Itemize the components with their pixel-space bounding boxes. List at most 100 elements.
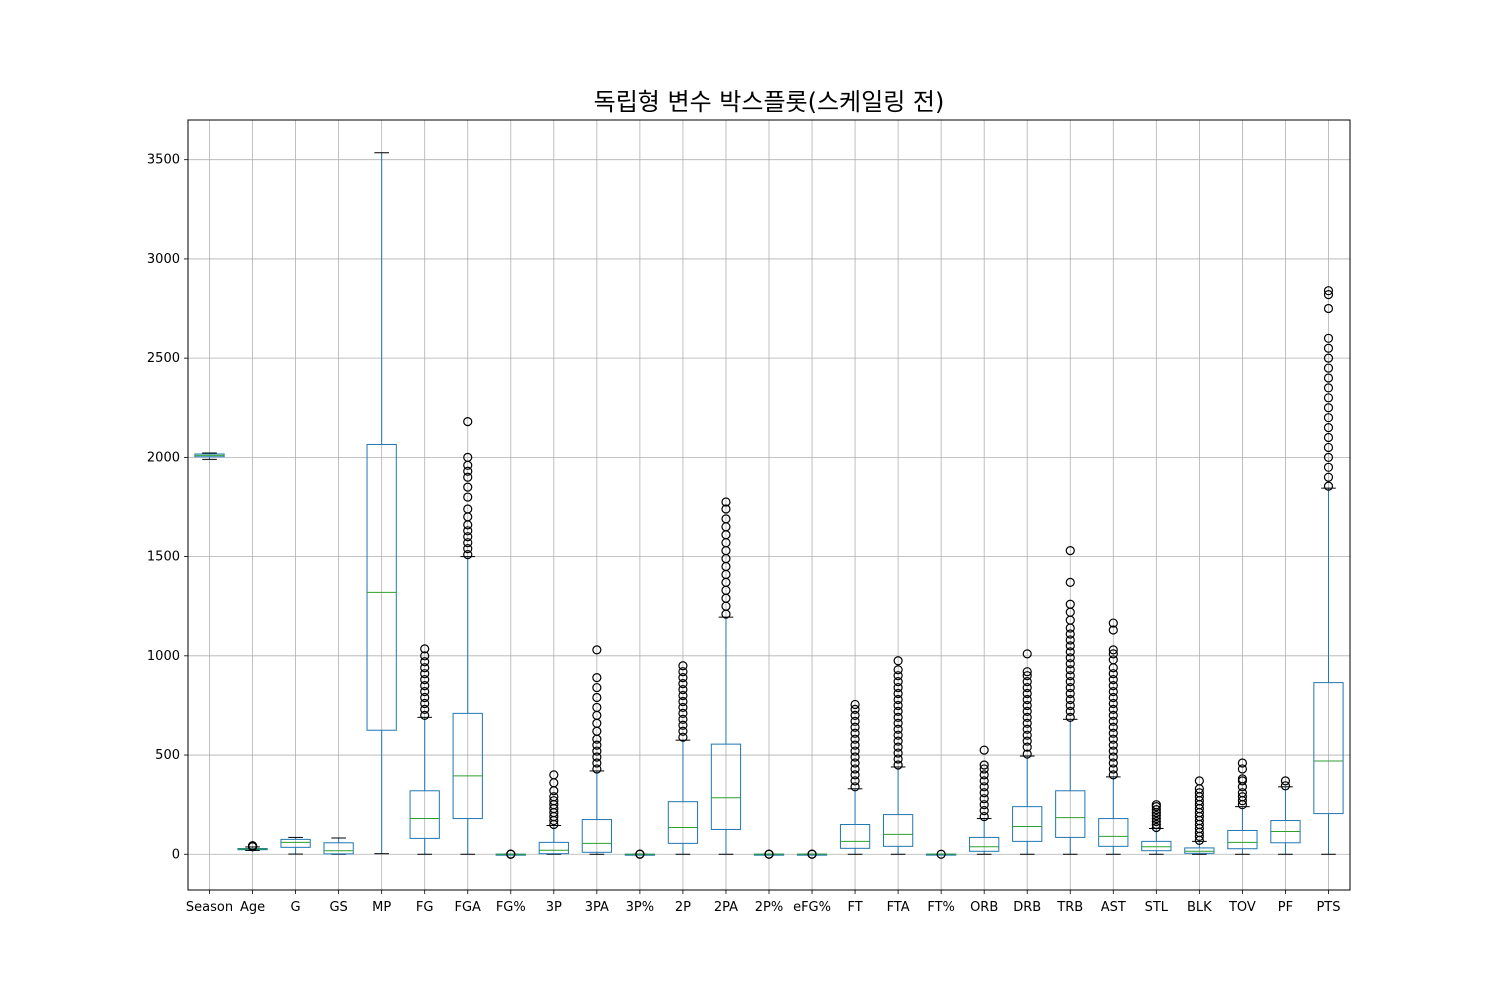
- outlier-point: [1323, 373, 1334, 383]
- outlier-point: [1323, 290, 1334, 300]
- outlier-point: [463, 504, 473, 514]
- outlier-point: [1022, 667, 1032, 677]
- outlier-point: [1323, 462, 1334, 472]
- box-body: [366, 443, 397, 731]
- box-body: [969, 836, 1000, 852]
- outlier-point: [420, 680, 430, 691]
- y-tick-label: 500: [155, 748, 180, 763]
- box-body: [667, 801, 699, 844]
- outlier-point: [1108, 752, 1118, 762]
- x-tick-label: DRB: [1013, 900, 1041, 915]
- outlier-point: [1280, 776, 1291, 786]
- outlier-point: [463, 532, 473, 542]
- outlier-point: [463, 466, 473, 476]
- outlier-point: [1323, 432, 1334, 443]
- outlier-point: [1108, 698, 1118, 709]
- outlier-point: [893, 754, 903, 764]
- outlier-point: [1065, 694, 1075, 705]
- outlier-point: [1108, 649, 1118, 659]
- outlier-point: [678, 667, 688, 677]
- x-tick-label: FT%: [927, 900, 955, 915]
- box-orb: [969, 745, 1000, 855]
- x-tick-label: PF: [1278, 900, 1293, 915]
- outlier-point: [1108, 686, 1118, 697]
- outlier-point: [893, 736, 903, 746]
- y-tick-label: 1500: [147, 550, 180, 565]
- outlier-point: [1022, 700, 1032, 711]
- outlier-point: [893, 677, 903, 687]
- outlier-point: [1108, 618, 1118, 628]
- outlier-point: [592, 682, 602, 693]
- box-body: [409, 790, 440, 839]
- outlier-point: [1323, 481, 1334, 491]
- x-tick-label: 2P%: [755, 900, 783, 915]
- outlier-point: [1108, 710, 1118, 720]
- outlier-point: [1237, 758, 1248, 768]
- outlier-point: [1065, 653, 1075, 663]
- y-tick-label: 3500: [147, 153, 180, 168]
- outlier-point: [850, 710, 860, 720]
- x-tick-label: FG%: [496, 900, 526, 915]
- box-body: [1012, 806, 1043, 842]
- outlier-point: [463, 482, 473, 492]
- outlier-point: [1108, 675, 1118, 685]
- outlier-point: [1065, 682, 1075, 693]
- outlier-point: [721, 497, 731, 507]
- outlier-point: [1108, 722, 1118, 732]
- outlier-point: [1022, 682, 1032, 693]
- outlier-point: [678, 696, 688, 707]
- outlier-point: [592, 764, 602, 774]
- outlier-point: [721, 504, 731, 514]
- outlier-point: [893, 700, 903, 711]
- box-age: [237, 841, 268, 852]
- outlier-point: [1323, 286, 1334, 296]
- x-tick-label: 3P: [546, 900, 562, 915]
- outlier-point: [678, 661, 688, 671]
- outlier-point: [506, 849, 516, 859]
- outlier-point: [1065, 677, 1075, 687]
- outlier-point: [1323, 403, 1334, 413]
- outlier-point: [1151, 819, 1161, 830]
- box-series: [194, 152, 1344, 859]
- outlier-point: [420, 657, 430, 667]
- outlier-point: [893, 712, 903, 722]
- outlier-point: [1323, 452, 1334, 462]
- box-fta: [882, 656, 914, 855]
- outlier-point: [678, 708, 688, 718]
- box-gs: [323, 837, 354, 855]
- outlier-point: [678, 684, 688, 695]
- outlier-point: [678, 726, 688, 736]
- outlier-point: [979, 788, 989, 798]
- outlier-point: [678, 690, 688, 701]
- x-tick-label: FT: [847, 900, 862, 915]
- outlier-point: [463, 472, 473, 482]
- outlier-point: [1323, 333, 1334, 343]
- outlier-point: [1065, 700, 1075, 711]
- outlier-point: [1065, 671, 1075, 681]
- outlier-point: [1022, 712, 1032, 722]
- outlier-point: [850, 704, 860, 715]
- outlier-point: [463, 550, 473, 560]
- x-tick-label: FG: [416, 900, 434, 915]
- outlier-point: [678, 720, 688, 730]
- box-body: [323, 842, 354, 855]
- outlier-point: [1022, 694, 1032, 705]
- box-2pa: [710, 497, 742, 855]
- outlier-point: [1194, 776, 1204, 786]
- box-stl: [1141, 800, 1172, 855]
- outlier-point: [979, 782, 989, 792]
- box-3p: [538, 770, 569, 855]
- chart-title: 독립형 변수 박스플롯(스케일링 전): [594, 88, 945, 116]
- outlier-point: [1108, 764, 1118, 774]
- box-body: [1313, 682, 1344, 815]
- outlier-point: [463, 538, 473, 548]
- box-body: [1141, 840, 1172, 852]
- outlier-point: [893, 688, 903, 699]
- outlier-point: [420, 644, 430, 654]
- x-tick-label: BLK: [1187, 900, 1212, 915]
- x-tick-label: Age: [240, 900, 265, 915]
- outlier-point: [1108, 716, 1118, 726]
- outlier-point: [1151, 813, 1161, 824]
- outlier-point: [247, 841, 258, 851]
- box-drb: [1012, 649, 1043, 855]
